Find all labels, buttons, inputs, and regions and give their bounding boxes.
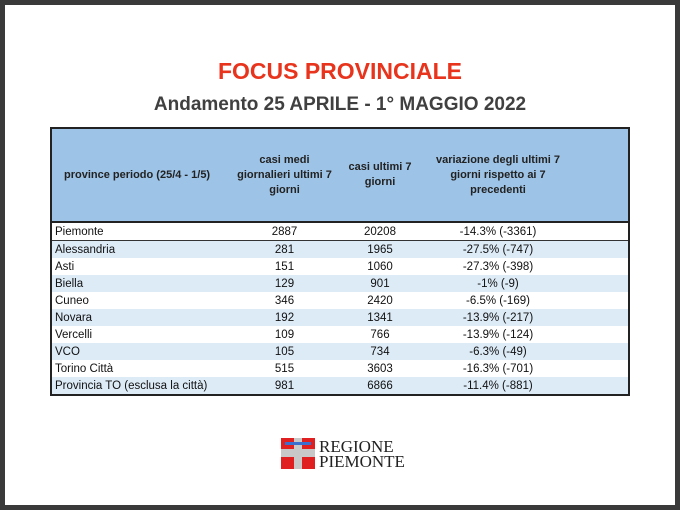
- table-row: Provincia TO (esclusa la città) 981 6866 -1…: [51, 377, 629, 395]
- table-row: Cuneo 346 2420 -6.5% (-169): [51, 292, 629, 309]
- cell-cases-7d: 1965: [336, 240, 424, 258]
- cell-province: Alessandria: [51, 240, 233, 258]
- table-row: Novara 192 1341 -13.9% (-217): [51, 309, 629, 326]
- piemonte-flag-icon: [281, 438, 315, 469]
- logo-line1: REGIONE: [319, 436, 394, 456]
- cell-variation: -6.5% (-169): [466, 294, 530, 307]
- header-cases-7d: casi ultimi 7 giorni: [336, 128, 424, 223]
- cell-cases-7d: 20208: [336, 222, 424, 241]
- table-row: Vercelli 109 766 -13.9% (-124): [51, 326, 629, 343]
- cell-spacer: [572, 343, 629, 360]
- cell-cases-7d: 901: [336, 275, 424, 292]
- cell-cases-7d: 1060: [367, 260, 393, 273]
- table-row: VCO 105 734 -6.3% (-49): [51, 343, 629, 360]
- cell-spacer: [572, 360, 629, 377]
- cell-daily-avg: 346: [274, 294, 295, 307]
- cell-spacer: [572, 326, 629, 343]
- cell-variation: -6.3% (-49): [424, 343, 572, 360]
- cell-daily-avg: 515: [274, 362, 295, 375]
- cell-province: Cuneo: [55, 294, 89, 307]
- cell-spacer: [572, 292, 629, 309]
- cell-province: Torino Città: [55, 362, 114, 375]
- cell-daily-avg: 981: [233, 377, 336, 395]
- province-table: province periodo (25/4 - 1/5) casi medi …: [50, 127, 630, 396]
- cell-spacer: [572, 222, 629, 241]
- header-province: province periodo (25/4 - 1/5): [51, 128, 233, 223]
- cell-variation: -11.4% (-881): [424, 377, 572, 395]
- cell-spacer: [572, 275, 629, 292]
- logo-line2: PIEMONTE: [319, 451, 405, 471]
- table-row: Biella 129 901 -1% (-9): [51, 275, 629, 292]
- cell-province: Asti: [55, 260, 75, 273]
- cell-spacer: [572, 309, 629, 326]
- cell-province: Novara: [51, 309, 233, 326]
- cell-spacer: [572, 377, 629, 395]
- cell-cases-7d: 1341: [336, 309, 424, 326]
- cell-province: Provincia TO (esclusa la città): [51, 377, 233, 395]
- table-row: Alessandria 281 1965 -27.5% (-747): [51, 240, 629, 258]
- cell-cases-7d: 734: [336, 343, 424, 360]
- cell-cases-7d: 6866: [336, 377, 424, 395]
- page-subtitle: Andamento 25 APRILE - 1° MAGGIO 2022: [153, 94, 527, 115]
- header-daily-avg: casi medi giornalieri ultimi 7 giorni: [233, 128, 336, 223]
- cell-province: Biella: [51, 275, 233, 292]
- page-title: FOCUS PROVINCIALE: [217, 58, 463, 84]
- header-variation: variazione degli ultimi 7 giorni rispett…: [424, 128, 572, 223]
- cell-variation: -27.5% (-747): [424, 240, 572, 258]
- cell-variation: -16.3% (-701): [462, 362, 534, 375]
- cell-daily-avg: 109: [274, 328, 295, 341]
- cell-daily-avg: 281: [233, 240, 336, 258]
- table-row: Asti 151 1060 -27.3% (-398): [51, 258, 629, 275]
- cell-variation: -27.3% (-398): [462, 260, 534, 273]
- cell-spacer: [572, 258, 629, 275]
- cell-variation: -13.9% (-124): [462, 328, 534, 341]
- regione-piemonte-logo: REGIONE PIEMONTE: [281, 436, 405, 471]
- table-header: province periodo (25/4 - 1/5) casi medi …: [51, 128, 629, 223]
- header-spacer: [572, 128, 629, 223]
- cell-daily-avg: 151: [274, 260, 295, 273]
- cell-province: Vercelli: [55, 328, 93, 341]
- cell-province: Piemonte: [51, 222, 233, 241]
- cell-variation: -1% (-9): [424, 275, 572, 292]
- cell-variation: -14.3% (-3361): [424, 222, 572, 241]
- cell-daily-avg: 2887: [233, 222, 336, 241]
- cell-cases-7d: 766: [370, 328, 390, 341]
- region-total-row: Piemonte 2887 20208 -14.3% (-3361): [51, 222, 629, 241]
- cell-daily-avg: 105: [233, 343, 336, 360]
- cell-daily-avg: 192: [233, 309, 336, 326]
- cell-cases-7d: 2420: [367, 294, 393, 307]
- cell-cases-7d: 3603: [367, 362, 393, 375]
- cell-spacer: [572, 240, 629, 258]
- cell-daily-avg: 129: [233, 275, 336, 292]
- cell-variation: -13.9% (-217): [424, 309, 572, 326]
- table-row: Torino Città 515 3603 -16.3% (-701): [51, 360, 629, 377]
- cell-province: VCO: [51, 343, 233, 360]
